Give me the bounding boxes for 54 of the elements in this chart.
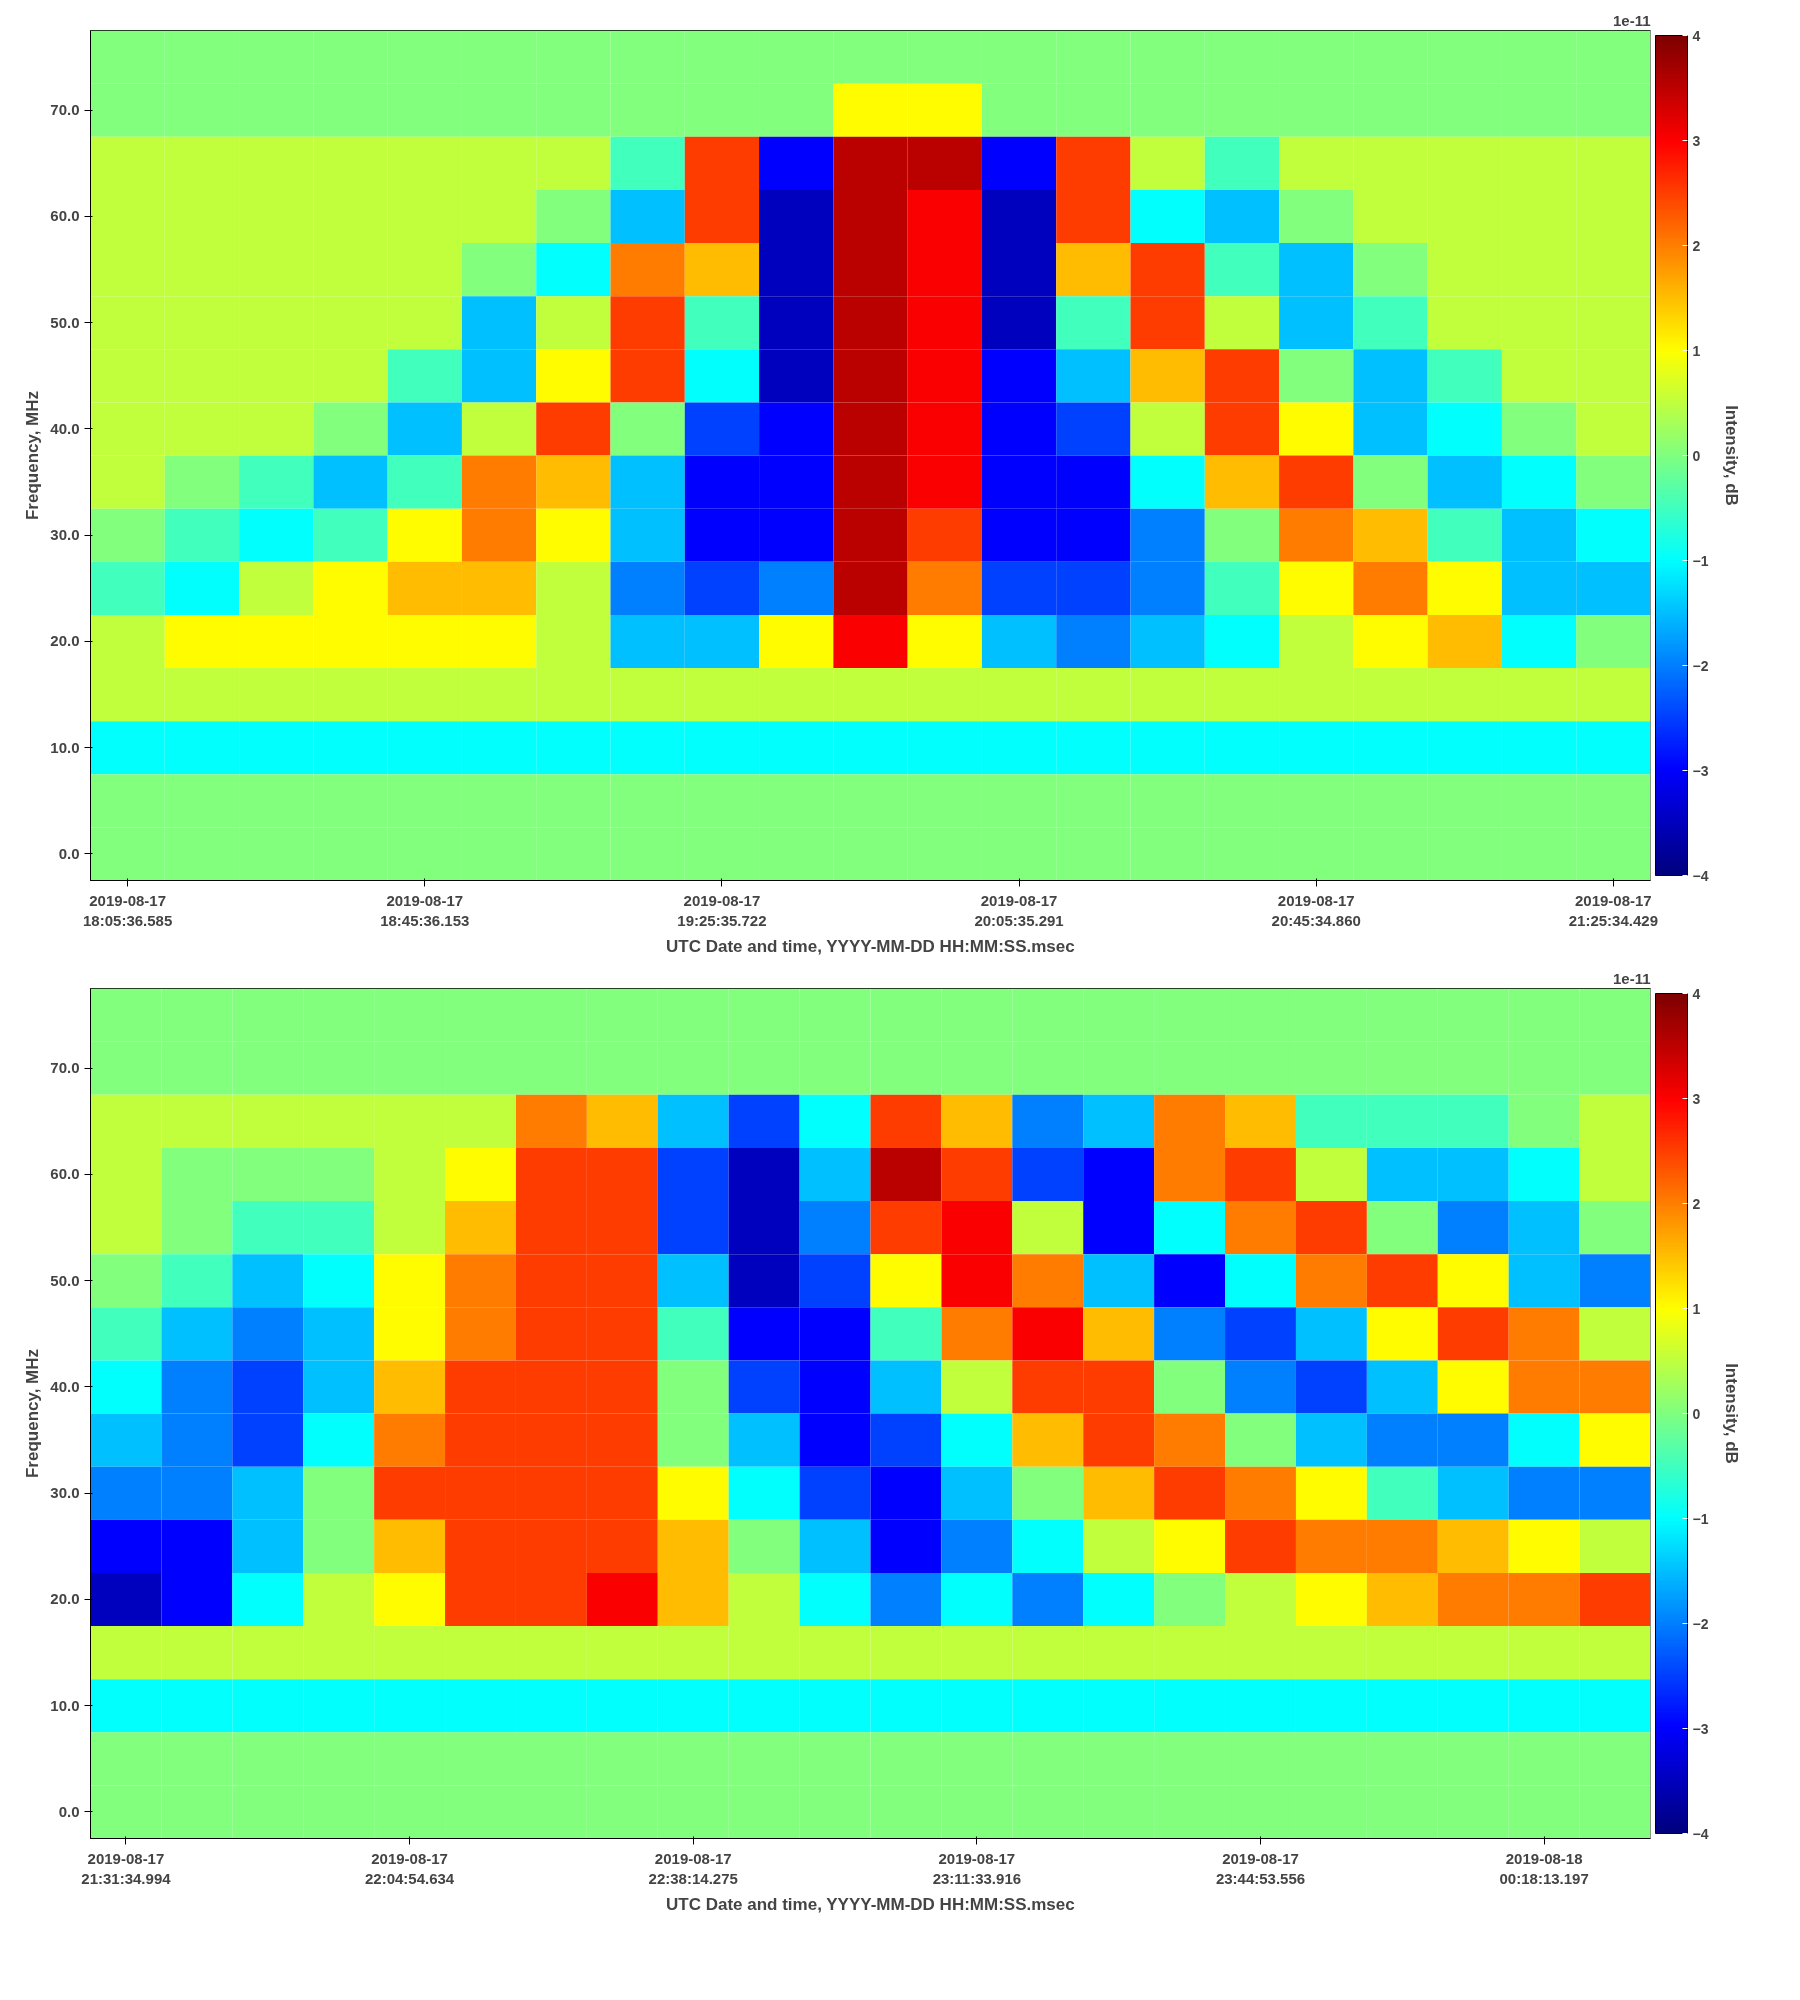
color-bar-label: −4 bbox=[1692, 867, 1709, 884]
y-tick-label: 30.0 bbox=[50, 526, 80, 544]
color-bar-label: −1 bbox=[1692, 552, 1709, 569]
color-bar-label: 2 bbox=[1692, 1195, 1701, 1212]
y-tick-label: 20.0 bbox=[50, 632, 80, 650]
color-bar-label: 3 bbox=[1692, 1090, 1701, 1107]
color-bar-label: 3 bbox=[1692, 132, 1701, 149]
color-bar-label: 2 bbox=[1692, 237, 1701, 254]
y-tick-label: 10.0 bbox=[50, 1696, 80, 1714]
y-tick-label: 50.0 bbox=[50, 313, 80, 331]
x-tick-label: 2019-08-17 23:44:53.556 bbox=[1215, 1849, 1306, 1887]
x-tick-label: 2019-08-17 21:25:34.429 bbox=[1568, 891, 1658, 929]
color-bar-label: 4 bbox=[1692, 985, 1701, 1002]
y-tick-label: 70.0 bbox=[50, 1059, 80, 1077]
color-bar-label: −3 bbox=[1692, 1720, 1709, 1737]
x-axis-title: UTC Date and time, YYYY-MM-DD HH:MM:SS.msec bbox=[666, 1894, 1075, 1914]
x-tick-label: 2019-08-17 18:45:36.153 bbox=[380, 891, 470, 929]
y-tick-label: 30.0 bbox=[50, 1484, 80, 1502]
y-axis-title: Frequency, MHz bbox=[23, 390, 43, 521]
text: 1e-11 bbox=[1612, 969, 1651, 987]
color-bar-label: 4 bbox=[1692, 27, 1701, 44]
x-tick-label: 2019-08-17 22:38:14.275 bbox=[648, 1849, 738, 1887]
color-bar-title: Intensity, dB bbox=[1721, 1363, 1741, 1464]
y-tick-label: 10.0 bbox=[50, 738, 80, 756]
color-bar-label: −2 bbox=[1692, 657, 1709, 674]
x-tick-label: 2019-08-17 22:04:54.634 bbox=[364, 1849, 455, 1887]
x-tick-label: 2019-08-17 21:31:34.994 bbox=[81, 1849, 172, 1887]
color-bar-label: −3 bbox=[1692, 762, 1709, 779]
y-tick-label: 60.0 bbox=[50, 207, 80, 225]
y-axis-title: Frequency, MHz bbox=[23, 1348, 43, 1479]
y-tick-label: 70.0 bbox=[50, 101, 80, 119]
color-bar-title: Intensity, dB bbox=[1721, 405, 1741, 506]
y-tick-label: 60.0 bbox=[50, 1165, 80, 1183]
color-bar-label: 0 bbox=[1692, 447, 1701, 464]
y-tick-label: 40.0 bbox=[50, 419, 80, 437]
y-tick-label: 40.0 bbox=[50, 1377, 80, 1395]
color-bar-label: 1 bbox=[1692, 1300, 1701, 1317]
x-tick-label: 2019-08-17 23:11:33.916 bbox=[932, 1849, 1022, 1887]
x-tick-label: 2019-08-17 20:45:34.860 bbox=[1271, 891, 1361, 929]
color-bar-label: −1 bbox=[1692, 1510, 1709, 1527]
color-bar-label: 1 bbox=[1692, 342, 1701, 359]
color-bar-label: −2 bbox=[1692, 1615, 1709, 1632]
y-tick-label: 20.0 bbox=[50, 1590, 80, 1608]
y-tick-label: 50.0 bbox=[50, 1271, 80, 1289]
text: 1e-11 bbox=[1612, 11, 1651, 29]
x-tick-label: 2019-08-17 18:05:36.585 bbox=[83, 891, 173, 929]
x-tick-label: 2019-08-17 20:05:35.291 bbox=[974, 891, 1064, 929]
y-tick-label: 0.0 bbox=[58, 1802, 80, 1820]
x-axis-title: UTC Date and time, YYYY-MM-DD HH:MM:SS.msec bbox=[666, 936, 1075, 956]
x-tick-label: 2019-08-17 19:25:35.722 bbox=[677, 891, 767, 929]
y-tick-label: 0.0 bbox=[58, 844, 80, 862]
x-tick-label: 2019-08-18 00:18:13.197 bbox=[1499, 1849, 1589, 1887]
color-bar-label: 0 bbox=[1692, 1405, 1701, 1422]
color-bar-label: −4 bbox=[1692, 1825, 1709, 1842]
